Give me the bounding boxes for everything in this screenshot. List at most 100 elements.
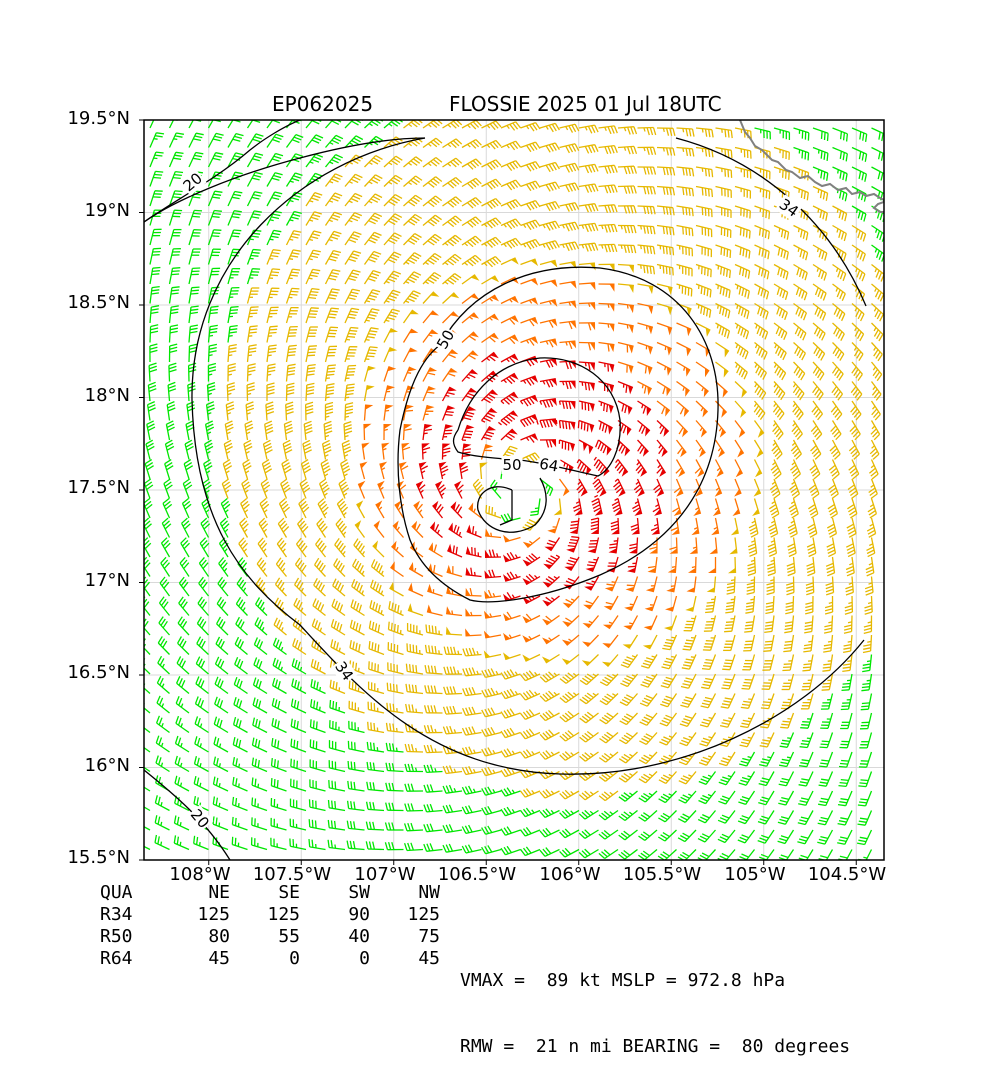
wind-barb — [813, 284, 826, 301]
wind-barb — [802, 655, 813, 671]
wind-barb — [755, 226, 770, 240]
wind-barb — [365, 328, 379, 343]
wind-barb — [261, 479, 270, 499]
wind-barb — [304, 421, 312, 440]
wind-barb — [618, 127, 637, 135]
wind-barb — [424, 725, 442, 733]
wind-barb — [638, 265, 655, 275]
wind-barb — [620, 713, 638, 725]
wind-barb — [579, 145, 598, 154]
wind-barb — [197, 637, 209, 655]
wind-barb — [501, 846, 521, 855]
wind-barb — [716, 265, 731, 279]
wind-barb — [482, 426, 497, 440]
wind-barb — [833, 284, 846, 301]
radius-cell: 80 — [160, 926, 230, 948]
wind-barb — [833, 265, 846, 281]
wind-barb — [150, 133, 164, 148]
wind-barb — [833, 323, 845, 341]
wind-barb — [170, 133, 184, 148]
contour-34-ne — [676, 138, 866, 306]
wind-barb — [443, 444, 451, 460]
wind-barb — [267, 173, 283, 187]
wind-barb — [373, 540, 384, 557]
wind-barb — [189, 153, 203, 168]
wind-barb — [367, 762, 384, 772]
wind-barb — [443, 424, 454, 440]
wind-barb — [794, 265, 808, 281]
wind-barb — [603, 616, 618, 629]
wind-barb — [783, 635, 793, 652]
wind-barb — [699, 752, 715, 765]
wind-barb — [852, 148, 867, 162]
wind-barb — [430, 521, 442, 537]
lat-tick-label: 17.5°N — [0, 477, 130, 498]
wind-barb — [482, 140, 502, 149]
wind-barb — [443, 254, 462, 265]
wind-barb — [833, 148, 848, 162]
wind-barb — [236, 597, 247, 615]
wind-barb — [716, 226, 731, 238]
wind-barb — [735, 382, 747, 399]
wind-barb — [870, 440, 879, 459]
wind-barb — [326, 403, 334, 421]
wind-barb — [165, 460, 174, 479]
wind-barb — [482, 160, 502, 170]
wind-barb — [615, 460, 628, 477]
lat-tick-label: 15.5°N — [0, 847, 130, 868]
wind-barb — [501, 354, 519, 363]
wind-barb — [794, 128, 809, 141]
wind-barb — [755, 187, 770, 200]
wind-barb — [540, 143, 559, 152]
wind-barb — [228, 230, 241, 245]
wind-barb — [579, 382, 595, 392]
wind-barb — [560, 144, 579, 153]
wind-barb — [217, 597, 228, 615]
wind-barb — [657, 460, 666, 478]
wind-barb — [501, 335, 519, 344]
wind-barb — [772, 440, 782, 459]
wind-barb — [521, 729, 541, 739]
wind-barb — [857, 830, 871, 845]
wind-barb — [734, 479, 741, 497]
radius-cell: 0 — [230, 948, 300, 970]
wind-barb — [302, 460, 311, 479]
wind-barb — [225, 421, 233, 440]
wind-barb — [872, 226, 885, 242]
wind-barb — [385, 842, 403, 850]
wind-barb — [521, 847, 541, 856]
wind-barb — [794, 304, 807, 321]
wind-barb — [599, 382, 614, 394]
wind-barb — [725, 596, 735, 613]
wind-barb — [164, 479, 173, 499]
wind-barb — [482, 333, 499, 342]
wind-barb — [619, 850, 638, 860]
wind-barb — [802, 674, 813, 690]
wind-barb — [463, 687, 482, 695]
wind-barb — [540, 440, 556, 448]
wind-barb — [600, 674, 618, 686]
wind-barb — [521, 808, 541, 817]
wind-barb — [404, 176, 423, 187]
wind-barb — [523, 554, 541, 566]
wind-barb — [543, 577, 560, 588]
wind-barb — [713, 499, 720, 517]
wind-barb — [583, 596, 598, 609]
wind-barb — [180, 557, 189, 576]
wind-barb — [182, 518, 191, 537]
wind-barb — [664, 616, 677, 631]
wind-barb — [404, 424, 412, 440]
wind-barb — [462, 198, 481, 208]
wind-barb — [365, 252, 382, 265]
wind-barb — [214, 737, 228, 752]
wind-barb — [833, 206, 847, 221]
wind-barb — [365, 232, 382, 245]
wind-barb — [579, 440, 593, 454]
wind-barb — [407, 643, 423, 654]
wind-barb — [849, 440, 859, 459]
wind-barb — [287, 269, 301, 284]
wind-barb — [311, 699, 326, 713]
wind-barb — [813, 362, 824, 380]
wind-barb — [405, 803, 423, 811]
wind-barb — [638, 850, 657, 860]
